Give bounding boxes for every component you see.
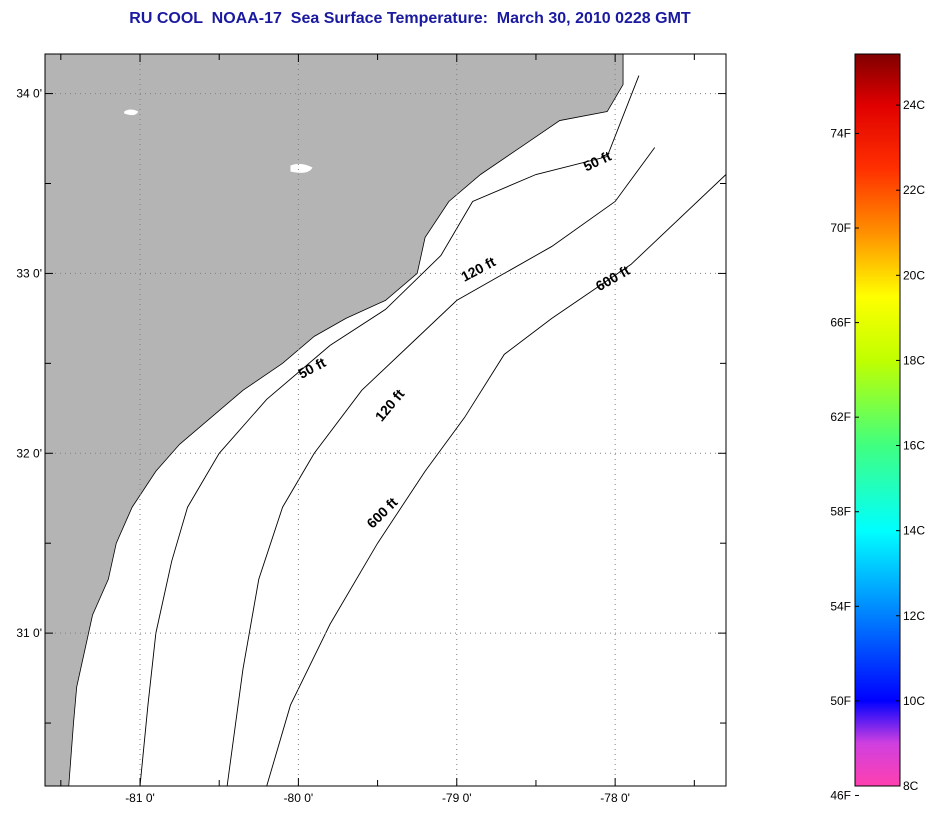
fahrenheit-label: 70F [830,221,851,235]
lat-tick-label: 34 0' [16,87,42,101]
lat-tick-label: 33 0' [16,266,42,280]
lon-tick-label: -80 0' [284,791,314,805]
celsius-label: 24C [903,98,925,112]
celsius-label: 8C [903,779,919,793]
colorbar-scale [854,53,901,787]
celsius-label: 14C [903,524,925,538]
celsius-label: 16C [903,439,925,453]
fahrenheit-label: 54F [830,599,851,613]
inland-lake [124,109,313,173]
celsius-label: 18C [903,353,925,367]
land-mass [45,54,624,786]
fahrenheit-label: 50F [830,694,851,708]
map-frame: 34 0' 33 0' 32 0' 31 0' -81 0' -80 0' -79 0' -7… [16,53,727,805]
celsius-label: 20C [903,268,925,282]
fahrenheit-label: 46F [830,788,851,802]
celsius-label: 12C [903,609,925,623]
colorbar: 24C 22C 20C 18C 16C 14C 12C 10C 8C 74F 70F 66F 62F 58… [830,53,925,802]
lon-tick-label: -79 0' [442,791,472,805]
lon-tick-label: -81 0' [125,791,155,805]
celsius-label: 10C [903,694,925,708]
fahrenheit-label: 66F [830,316,851,330]
contour-50ft [139,75,640,786]
lat-tick-label: 32 0' [16,446,42,460]
contour-600ft [266,174,726,786]
contour-120ft [226,147,656,786]
lon-tick-label: -78 0' [600,791,630,805]
map-border [44,53,727,787]
celsius-label: 22C [903,183,925,197]
fahrenheit-label: 62F [830,410,851,424]
fahrenheit-label: 58F [830,505,851,519]
chart-title: RU COOL NOAA-17 Sea Surface Temperature:… [129,10,691,27]
lat-tick-label: 31 0' [16,626,42,640]
fahrenheit-label: 74F [830,126,851,140]
